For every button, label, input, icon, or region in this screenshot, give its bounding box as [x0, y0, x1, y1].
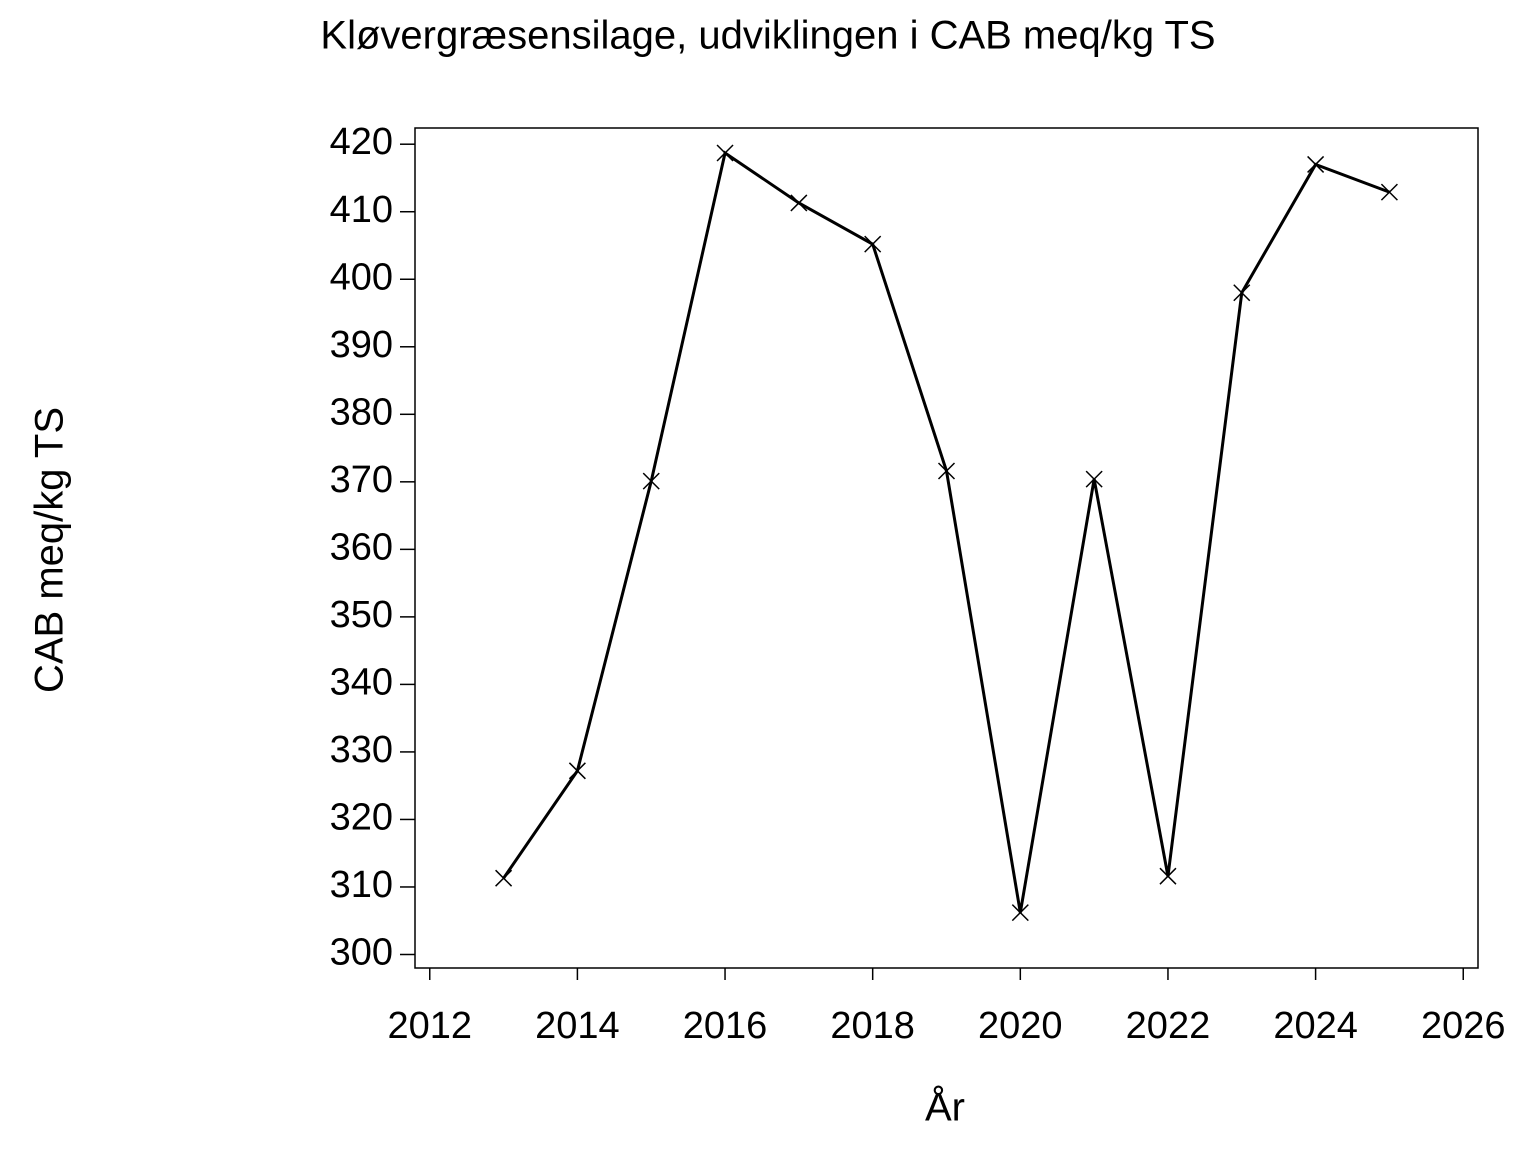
y-tick-label: 320 [330, 796, 393, 838]
y-tick-label: 330 [330, 729, 393, 771]
data-point [495, 869, 513, 887]
y-tick-label: 410 [330, 189, 393, 231]
data-point [568, 762, 586, 780]
y-tick-label: 420 [330, 121, 393, 163]
x-tick-label: 2012 [387, 1005, 472, 1047]
data-point [1085, 470, 1103, 488]
y-tick-label: 310 [330, 864, 393, 906]
y-tick-label: 390 [330, 324, 393, 366]
x-tick-label: 2014 [535, 1005, 620, 1047]
x-tick-label: 2016 [683, 1005, 768, 1047]
y-axis-label: CAB meq/kg TS [28, 407, 72, 693]
x-tick-label: 2020 [978, 1005, 1063, 1047]
x-tick-label: 2026 [1421, 1005, 1506, 1047]
y-tick-label: 400 [330, 256, 393, 298]
data-point [1233, 284, 1251, 302]
x-axis-label: År [925, 1085, 965, 1130]
y-tick-label: 380 [330, 391, 393, 433]
y-tick-label: 300 [330, 932, 393, 974]
data-point [1011, 904, 1029, 922]
data-point [1380, 183, 1398, 201]
y-tick-label: 340 [330, 661, 393, 703]
data-point [1307, 155, 1325, 173]
y-tick-label: 370 [330, 459, 393, 501]
data-point [937, 462, 956, 480]
x-tick-label: 2018 [830, 1005, 915, 1047]
data-point [642, 472, 660, 490]
x-tick-label: 2022 [1126, 1005, 1211, 1047]
data-line [502, 150, 1390, 913]
y-tick-label: 350 [330, 594, 393, 636]
data-point [716, 144, 734, 162]
y-tick-label: 360 [330, 526, 393, 568]
data-point [864, 235, 882, 253]
chart-title: Kløvergræsensilage, udviklingen i CAB me… [320, 14, 1215, 58]
data-point [1159, 867, 1177, 885]
plot-frame [414, 127, 1479, 969]
data-point [790, 194, 808, 212]
x-tick-label: 2024 [1273, 1005, 1358, 1047]
